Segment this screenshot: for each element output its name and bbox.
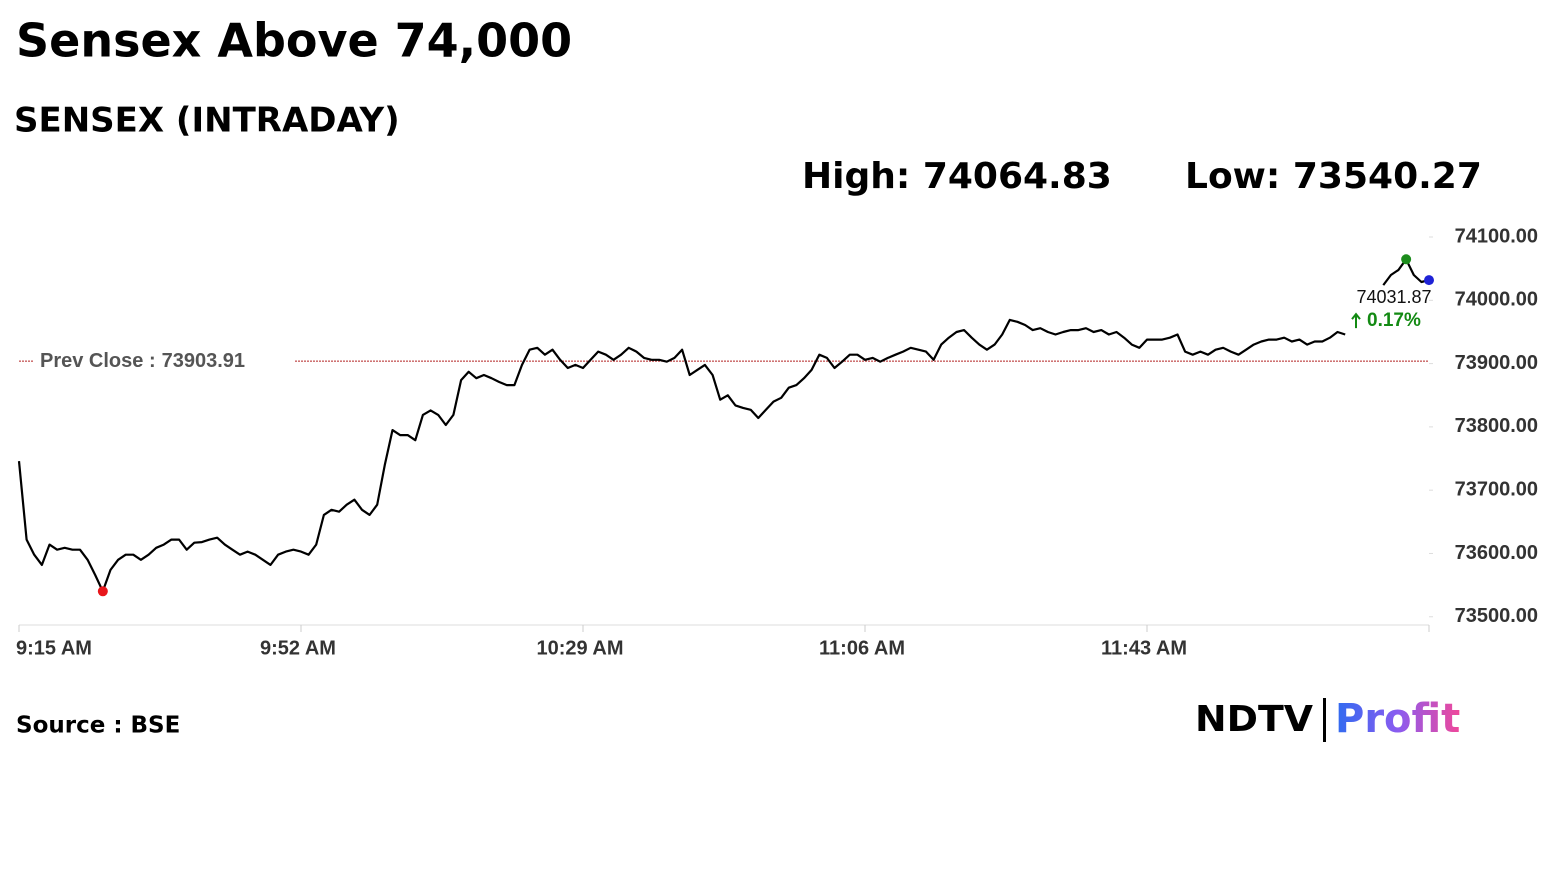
reference-label: Prev Close : 73903.91 xyxy=(40,350,245,372)
logo-divider xyxy=(1323,698,1326,742)
last-marker xyxy=(1424,275,1434,286)
chart-title: Sensex Above 74,000 xyxy=(16,14,572,68)
y-tick-label: 73700.00 xyxy=(1455,478,1538,500)
stat-value: 73540.27 xyxy=(1293,156,1482,197)
y-tick-label: 73600.00 xyxy=(1455,542,1538,564)
chart-subtitle: SENSEX (INTRADAY) xyxy=(14,101,400,141)
x-tick-label: 9:52 AM xyxy=(260,637,336,659)
stat-label: High: xyxy=(802,156,910,197)
reference-label-bg xyxy=(33,347,295,376)
series-line xyxy=(17,318,1346,593)
x-tick-label: 10:29 AM xyxy=(536,637,623,659)
x-tick-label: 9:15 AM xyxy=(16,637,92,659)
change-arrow xyxy=(1351,312,1361,329)
y-tick-label: 74000.00 xyxy=(1455,289,1538,311)
stat-label: Low: xyxy=(1185,156,1280,197)
x-tick-label: 11:06 AM xyxy=(819,637,905,659)
stat-value: 74064.83 xyxy=(923,156,1112,197)
y-tick-label: 73500.00 xyxy=(1455,605,1538,627)
logo-ndtv: NDTV xyxy=(1195,699,1313,740)
reference-value: 73903.91 xyxy=(162,350,245,372)
y-tick-label: 73800.00 xyxy=(1455,415,1538,437)
plot-area: 73500.00 73600.00 73700.00 73800.00 73900.00… xyxy=(16,225,1538,659)
change-label: 0.17% xyxy=(1367,310,1421,331)
source: Source : BSE xyxy=(16,713,180,739)
low-stat: Low: 73540.27 xyxy=(1185,156,1482,197)
reference-label-text: Prev Close : xyxy=(40,350,156,372)
x-tick-label: 11:43 AM xyxy=(1101,637,1187,659)
high-marker xyxy=(1401,254,1412,265)
last-value-label: 74031.87 xyxy=(1356,287,1431,307)
y-tick-label: 74100.00 xyxy=(1455,225,1538,247)
logo-profit: Profit xyxy=(1335,696,1460,742)
high-stat: High: 74064.83 xyxy=(802,156,1112,197)
low-marker xyxy=(97,586,108,597)
y-tick-label: 73900.00 xyxy=(1455,352,1538,374)
